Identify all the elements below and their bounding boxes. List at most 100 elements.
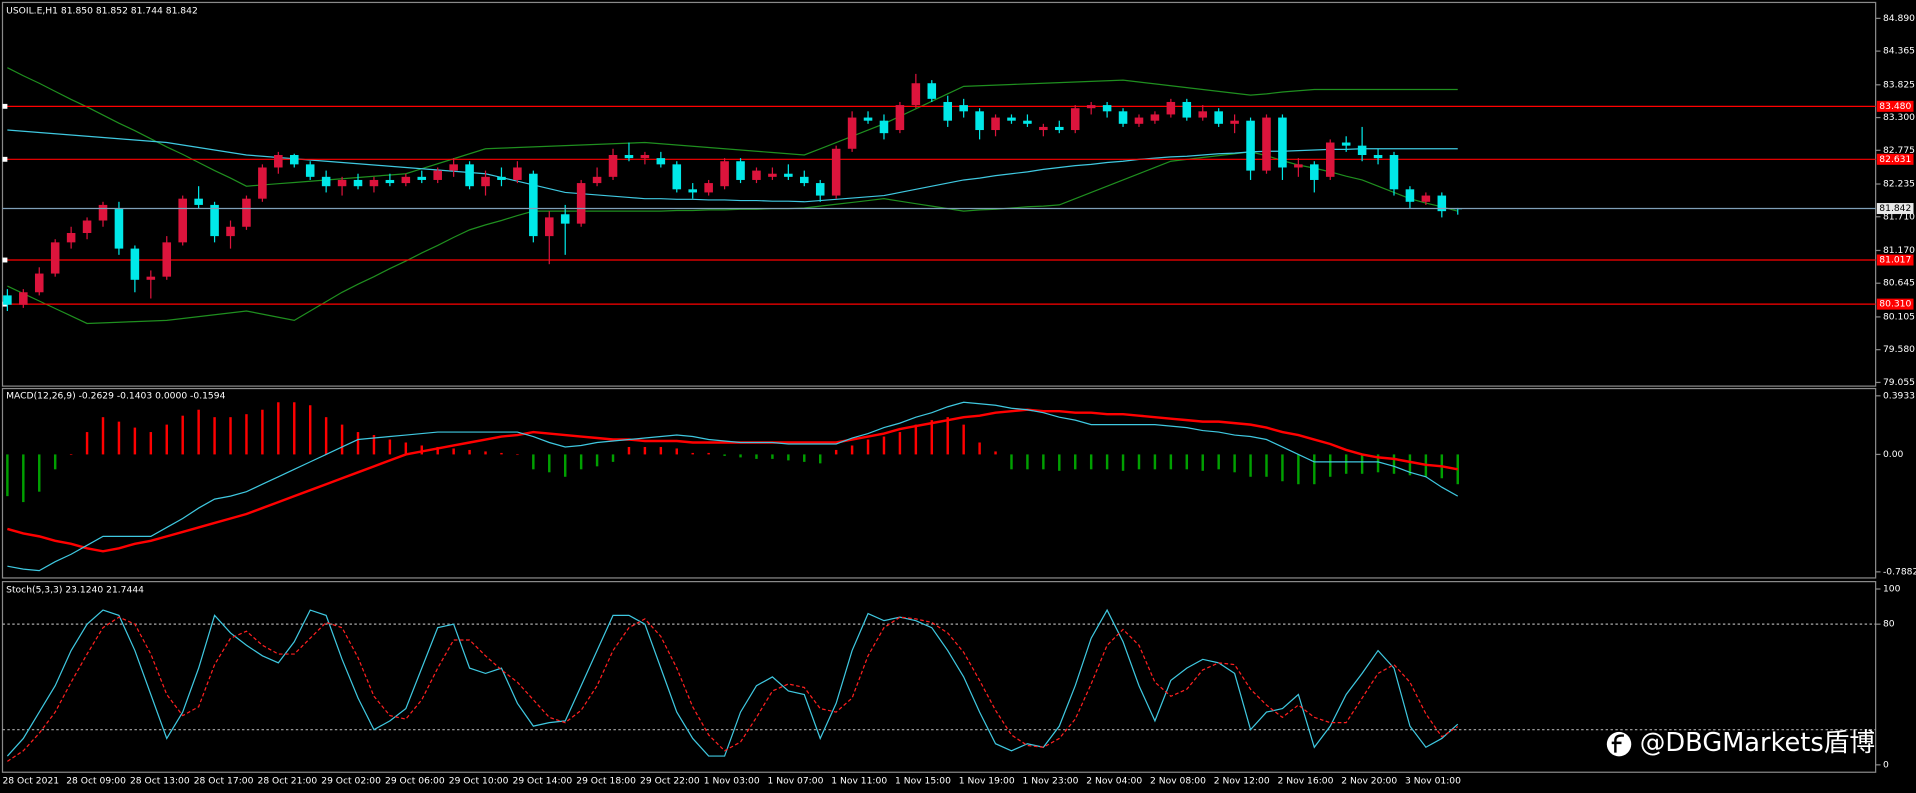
candle-body [1007,117,1016,121]
macd-bar [595,454,599,467]
candle-body [1150,114,1160,121]
indicator-line [7,401,1459,572]
candle-body [305,164,315,177]
candle-body [800,176,809,184]
watermark: @DBGMarkets盾博 [1606,728,1875,758]
y-tick-label: 81.170 [1883,245,1915,256]
candle-body [178,198,187,243]
price-pane [1,1,1877,387]
y-tick-label: 84.365 [1883,46,1915,57]
stoch-pane [1,581,1877,773]
candle-body [433,170,442,180]
macd-bar [627,446,631,455]
candle-body [114,208,124,249]
candle-body [1070,108,1080,131]
indicator-line [7,129,1458,203]
macd-bar [1121,454,1125,471]
candle-body [3,295,12,305]
macd-bar [898,432,902,455]
y-tick-label: 0.3933 [1883,390,1915,401]
macd-bar [1217,454,1220,470]
macd-bar [356,432,360,455]
y-tick-label: 81.710 [1883,211,1915,222]
macd-bar [930,420,934,455]
candle-body [1134,117,1144,124]
candle-body [50,242,60,274]
candle-body [768,173,777,177]
x-tick-label: 1 Nov 07:00 [768,775,824,786]
candle-body [401,176,411,184]
y-tick-label: 82.775 [1883,145,1915,156]
candle-body [736,161,745,180]
macd-bar [691,452,694,455]
macd-bar [149,432,153,455]
macd-bar [85,432,89,455]
candle-body [815,183,825,196]
macd-bar [803,454,806,462]
macd-bar [420,445,423,455]
macd-bar [452,448,455,455]
candle-body [1246,120,1255,171]
macd-bar [1392,454,1396,474]
macd-bar [436,446,439,455]
y-tick-label: 79.055 [1883,377,1915,388]
candle-body [353,179,363,187]
candle-body [34,273,44,293]
x-tick-label: 29 Oct 14:00 [513,775,573,786]
candle-body [863,117,873,121]
candle-body [274,155,283,168]
macd-bar [133,427,137,455]
macd-bar [707,452,710,455]
candle-body [895,105,905,131]
macd-bar [1153,454,1157,470]
candle-body [242,198,251,227]
x-tick-label: 28 Oct 2021 [2,775,59,786]
candle-body [321,176,331,187]
watermark-text: @DBGMarkets盾博 [1640,728,1875,758]
x-tick-label: 28 Oct 09:00 [66,775,126,786]
macd-bar [500,452,503,455]
y-tick-label: 83.300 [1883,112,1915,123]
macd-bar [229,417,232,455]
candle-body [1405,189,1415,202]
candle-body [529,173,538,237]
candle-body [385,179,395,184]
candle-body [417,176,427,180]
x-tick-label: 1 Nov 03:00 [704,775,760,786]
candle-body [465,164,474,187]
macd-bar [340,424,344,455]
macd-bar [6,454,9,497]
macd-bar [277,402,280,455]
candle-body [927,83,937,99]
candle-body [752,170,761,180]
last-price-box [1876,203,1914,215]
macd-bar [1329,454,1332,477]
candle-body [1198,111,1208,118]
price-level-label: 81.017 [1879,255,1911,266]
price-title: USOIL.E,H1 81.850 81.852 81.744 81.842 [6,5,198,16]
candle-body [210,204,219,237]
macd-bar [1201,454,1204,471]
candle-body [704,183,713,193]
macd-bar [1265,454,1268,477]
macd-bar [1297,454,1300,485]
macd-bar [978,442,981,455]
macd-bar [755,454,758,459]
x-tick-label: 1 Nov 11:00 [831,775,887,786]
macd-bar [308,405,312,455]
x-tick-label: 1 Nov 19:00 [959,775,1015,786]
x-tick-label: 29 Oct 18:00 [576,775,636,786]
candle-body [130,248,140,280]
macd-bar [771,454,774,459]
last-price-label: 81.842 [1879,203,1911,214]
macd-bar [739,454,742,458]
x-tick-label: 29 Oct 02:00 [321,775,381,786]
candle-body [576,183,586,224]
watermark-logo-mark [1611,734,1624,753]
macd-bar [994,451,997,455]
macd-bar [53,454,57,470]
macd-bar [213,417,216,455]
macd-bar [548,454,551,473]
price-level-box [1876,100,1914,112]
macd-bar [563,454,567,477]
